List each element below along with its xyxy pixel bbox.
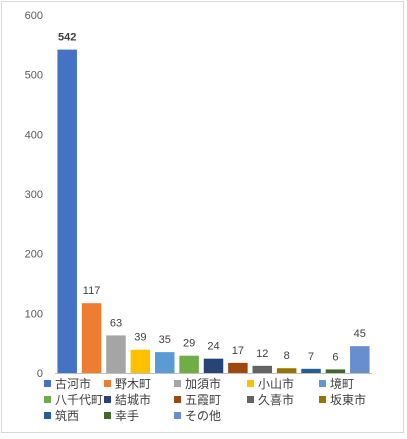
bar-坂東市 [276, 368, 297, 373]
legend-label-幸手: 幸手 [115, 409, 139, 423]
legend-swatch-その他 [174, 412, 181, 419]
y-tick-label-500: 500 [25, 70, 43, 82]
bar-五霞町 [228, 362, 248, 373]
bars [57, 49, 370, 374]
y-tick-label-300: 300 [25, 189, 43, 201]
legend-label-加須市: 加須市 [185, 376, 221, 391]
legend-swatch-五霞町 [174, 396, 181, 403]
legend-label-野木町: 野木町 [115, 377, 151, 391]
data-label-古河市: 542 [58, 32, 76, 44]
bar-幸手 [325, 369, 346, 373]
data-label-坂東市: 8 [284, 350, 290, 362]
bar-結城市 [203, 358, 224, 373]
legend-swatch-坂東市 [319, 396, 326, 403]
y-tick-label-200: 200 [25, 249, 43, 261]
legend-swatch-野木町 [104, 380, 111, 387]
data-label-五霞町: 17 [232, 345, 244, 357]
data-label-加須市: 63 [110, 317, 122, 329]
y-tick-label-600: 600 [25, 10, 43, 22]
legend-swatch-八千代町 [44, 396, 51, 403]
legend-label-境町: 境町 [330, 376, 354, 391]
legend-swatch-加須市 [174, 380, 181, 387]
legend-label-筑西: 筑西 [55, 408, 79, 423]
y-tick-label-400: 400 [25, 129, 43, 141]
legend-swatch-境町 [319, 380, 326, 387]
data-label-その他: 45 [354, 328, 366, 340]
legend-label-その他: その他 [185, 409, 221, 423]
legend-swatch-古河市 [44, 380, 51, 387]
y-tick-label-0: 0 [37, 368, 43, 380]
legend-swatch-結城市 [104, 396, 111, 403]
y-tick-label-100: 100 [25, 308, 43, 320]
chart-frame: 0 100 200 300 400 500 600 542 117 63 39 35 29 24 17 12… [1, 1, 404, 433]
data-label-小山市: 39 [134, 332, 146, 344]
data-label-境町: 35 [159, 334, 171, 346]
legend-label-坂東市: 坂東市 [330, 392, 366, 407]
bar-筑西 [301, 368, 321, 373]
data-labels: 542 117 63 39 35 29 24 17 12 8 7 6 45 [58, 32, 366, 364]
legend-label-久喜市: 久喜市 [258, 392, 294, 407]
bar-野木町 [81, 303, 102, 373]
legend-label-八千代町: 八千代町 [55, 393, 103, 407]
legend-label-五霞町: 五霞町 [185, 393, 221, 407]
bar-その他 [350, 346, 370, 373]
legend-label-結城市: 結城市 [115, 392, 151, 407]
data-label-久喜市: 12 [256, 348, 268, 360]
bar-八千代町 [179, 355, 199, 373]
bar-加須市 [106, 335, 126, 373]
legend-label-小山市: 小山市 [258, 376, 294, 391]
data-label-野木町: 117 [83, 285, 101, 297]
legend-swatch-久喜市 [247, 396, 254, 403]
data-label-筑西: 7 [308, 351, 314, 363]
data-label-結城市: 24 [207, 341, 219, 353]
bar-古河市 [57, 49, 77, 374]
bar-chart: 0 100 200 300 400 500 600 542 117 63 39 35 29 24 17 12… [25, 10, 372, 423]
bar-境町 [154, 352, 175, 373]
legend-label-古河市: 古河市 [55, 376, 91, 391]
data-label-幸手: 6 [332, 351, 338, 363]
bar-小山市 [130, 349, 151, 373]
legend-swatch-幸手 [104, 412, 111, 419]
data-label-八千代町: 29 [183, 338, 195, 350]
legend-swatch-筑西 [44, 412, 51, 419]
legend-swatch-小山市 [247, 380, 254, 387]
bar-久喜市 [252, 365, 273, 373]
y-axis-ticks: 0 100 200 300 400 500 600 [25, 10, 43, 380]
